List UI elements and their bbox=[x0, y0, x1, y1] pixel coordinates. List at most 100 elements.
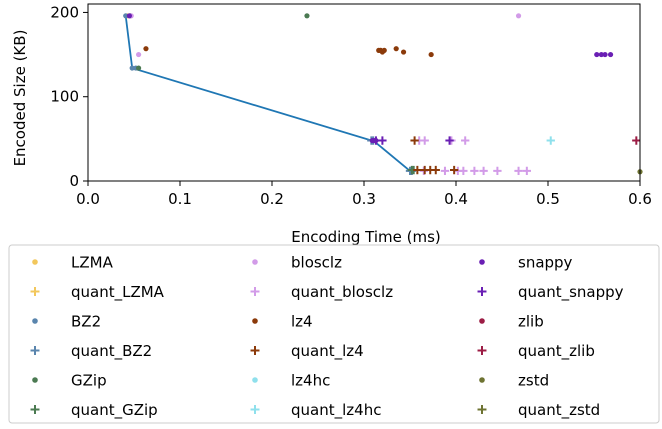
y-tick-label: 100 bbox=[50, 88, 79, 106]
pareto-line bbox=[124, 15, 411, 172]
legend-marker bbox=[252, 318, 258, 324]
y-axis: 0 100 200 bbox=[50, 3, 88, 190]
plot-area bbox=[123, 13, 643, 176]
y-axis-label: Encoded Size (KB) bbox=[11, 30, 29, 167]
legend-marker bbox=[30, 346, 40, 355]
gzip-point bbox=[304, 13, 310, 19]
legend-label: quant_zlib bbox=[518, 342, 595, 361]
legend-frame bbox=[8, 244, 660, 424]
quant-snappy-point bbox=[445, 136, 454, 145]
legend-marker bbox=[32, 318, 38, 324]
legend-marker bbox=[32, 259, 38, 265]
legend-label: quant_lz4hc bbox=[291, 401, 381, 420]
legend-label: BZ2 bbox=[71, 313, 101, 331]
snappy-point bbox=[607, 51, 614, 58]
x-axis: 0.0 0.1 0.2 0.3 0.4 0.5 0.6 bbox=[76, 181, 652, 208]
legend-marker bbox=[250, 346, 260, 355]
x-tick-label: 0.4 bbox=[444, 190, 468, 208]
quant-blosclz-point bbox=[522, 166, 531, 176]
lz4-point bbox=[393, 46, 399, 52]
legend-marker bbox=[479, 259, 485, 265]
x-tick-label: 0.6 bbox=[628, 190, 652, 208]
legend-entry: quant_lz4 bbox=[250, 342, 364, 361]
legend-marker bbox=[477, 287, 487, 296]
lz4-point bbox=[143, 46, 149, 52]
legend-entry: quant_zlib bbox=[477, 342, 595, 361]
legend-label: quant_LZMA bbox=[71, 283, 165, 302]
x-tick-label: 0.0 bbox=[76, 190, 100, 208]
quant-blosclz-point bbox=[493, 166, 502, 176]
lz4-point bbox=[400, 49, 407, 55]
lz4-point bbox=[428, 51, 434, 58]
quant-blosclz-point bbox=[479, 166, 488, 176]
legend-marker bbox=[30, 287, 40, 296]
legend-label: quant_blosclz bbox=[291, 283, 393, 302]
legend-entry: zstd bbox=[479, 372, 549, 390]
legend-entry: quant_GZip bbox=[30, 401, 158, 420]
legend-entry: BZ2 bbox=[32, 313, 101, 331]
legend: LZMA quant_LZMA BZ2 quant_BZ2 GZip quant_GZip… bbox=[8, 244, 660, 424]
legend-label: quant_snappy bbox=[518, 283, 624, 302]
legend-marker bbox=[32, 377, 38, 383]
quant-snappy-point bbox=[378, 136, 387, 145]
legend-label: GZip bbox=[71, 372, 107, 390]
legend-entry: quant_LZMA bbox=[30, 283, 165, 302]
snappy-point bbox=[594, 51, 600, 58]
legend-marker bbox=[250, 287, 260, 296]
legend-marker bbox=[477, 346, 487, 355]
legend-marker bbox=[252, 377, 258, 383]
x-tick-label: 0.2 bbox=[260, 190, 284, 208]
legend-marker bbox=[250, 405, 260, 414]
x-tick-label: 0.5 bbox=[536, 190, 560, 208]
legend-marker bbox=[30, 405, 40, 414]
legend-label: lz4hc bbox=[291, 372, 330, 390]
legend-entry: GZip bbox=[32, 372, 107, 390]
legend-entry: quant_blosclz bbox=[250, 283, 393, 302]
quant-lz4hc-point bbox=[546, 136, 555, 145]
legend-label: quant_BZ2 bbox=[71, 342, 152, 361]
legend-label: blosclz bbox=[291, 254, 342, 272]
legend-entry: snappy bbox=[479, 254, 573, 272]
x-axis-label: Encoding Time (ms) bbox=[291, 228, 441, 246]
quant-lz4-point bbox=[450, 165, 459, 175]
legend-marker bbox=[477, 405, 487, 414]
legend-label: quant_zstd bbox=[518, 401, 600, 420]
bz2-point bbox=[123, 13, 129, 19]
quant-zlib-point bbox=[632, 136, 641, 145]
legend-entry: lz4 bbox=[252, 313, 313, 331]
legend-marker bbox=[252, 259, 258, 265]
y-tick-label: 0 bbox=[69, 172, 79, 190]
bz2-point bbox=[129, 65, 135, 71]
quant-lz4-point bbox=[413, 165, 422, 175]
legend-label: zlib bbox=[518, 313, 544, 331]
legend-marker bbox=[479, 377, 485, 383]
quant-blosclz-point bbox=[420, 136, 429, 145]
legend-label: lz4 bbox=[291, 313, 313, 331]
quant-lz4-point bbox=[431, 165, 440, 175]
snappy-point bbox=[602, 51, 608, 58]
legend-entry: quant_snappy bbox=[477, 283, 624, 302]
gzip-point bbox=[136, 65, 142, 71]
x-tick-label: 0.1 bbox=[168, 190, 192, 208]
legend-entry: lz4hc bbox=[252, 372, 330, 390]
legend-label: quant_GZip bbox=[71, 401, 158, 420]
quant-blosclz-point bbox=[470, 166, 479, 176]
legend-label: quant_lz4 bbox=[291, 342, 364, 361]
legend-label: snappy bbox=[518, 254, 573, 272]
blosclz-point bbox=[136, 51, 142, 58]
blosclz-point bbox=[515, 13, 522, 19]
legend-entry: quant_lz4hc bbox=[250, 401, 381, 420]
quant-blosclz-point bbox=[461, 136, 470, 145]
plot-frame bbox=[87, 3, 641, 182]
y-tick-label: 200 bbox=[50, 3, 79, 21]
legend-marker bbox=[479, 318, 485, 324]
quant-blosclz-point bbox=[459, 166, 468, 176]
snappy-point bbox=[598, 51, 604, 58]
lz4-point bbox=[381, 47, 387, 53]
quant-blosclz-point bbox=[514, 166, 523, 176]
snappy-point bbox=[126, 13, 132, 19]
legend-label: zstd bbox=[518, 372, 549, 390]
x-tick-label: 0.3 bbox=[352, 190, 376, 208]
legend-entry: zlib bbox=[479, 313, 544, 331]
